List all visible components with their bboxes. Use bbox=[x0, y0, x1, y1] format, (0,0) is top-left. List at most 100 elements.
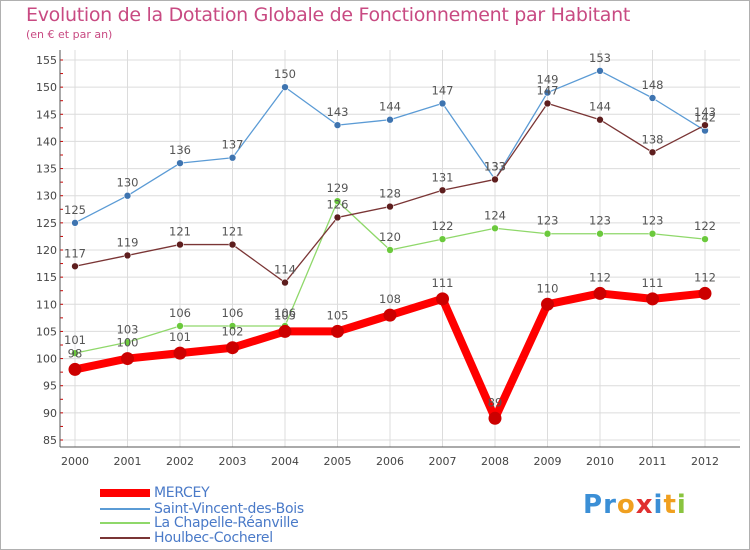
logo-letter: r bbox=[603, 490, 617, 520]
data-label-saint-vincent-des-bois: 144 bbox=[379, 100, 401, 114]
logo-letter: i bbox=[676, 490, 687, 520]
logo-letter: i bbox=[653, 490, 664, 520]
data-point-houlbec-cocherel bbox=[228, 240, 237, 249]
data-label-houlbec-cocherel: 121 bbox=[169, 225, 191, 239]
x-tick-label: 2000 bbox=[61, 455, 89, 468]
x-tick-label: 2009 bbox=[534, 455, 562, 468]
data-point-houlbec-cocherel bbox=[281, 278, 289, 287]
data-label-houlbec-cocherel: 138 bbox=[642, 132, 664, 146]
data-label-la-chapelle-r-anville: 123 bbox=[589, 214, 611, 228]
data-label-la-chapelle-r-anville: 123 bbox=[642, 214, 664, 228]
data-point-mercey bbox=[68, 362, 82, 376]
x-tick-label: 2011 bbox=[639, 455, 667, 468]
data-point-la-chapelle-r-anville bbox=[491, 224, 499, 233]
y-tick-label: 110 bbox=[36, 298, 57, 311]
y-tick-label: 140 bbox=[36, 135, 57, 148]
data-point-mercey bbox=[121, 352, 134, 366]
data-point-saint-vincent-des-bois bbox=[281, 83, 289, 91]
data-point-mercey bbox=[698, 286, 712, 300]
data-point-houlbec-cocherel bbox=[386, 202, 394, 211]
data-label-saint-vincent-des-bois: 142 bbox=[694, 111, 716, 125]
data-label-mercey: 102 bbox=[222, 325, 244, 339]
data-point-saint-vincent-des-bois bbox=[176, 159, 184, 167]
data-point-saint-vincent-des-bois bbox=[228, 153, 237, 162]
data-point-la-chapelle-r-anville bbox=[71, 349, 79, 357]
data-label-houlbec-cocherel: 114 bbox=[274, 263, 296, 277]
data-label-houlbec-cocherel: 144 bbox=[589, 100, 611, 114]
axis-layer: 85 90 95 100 105 110 115 120 125 130 135 140 145 150 1… bbox=[36, 50, 740, 468]
y-tick-label: 100 bbox=[36, 353, 57, 366]
chart-title: Evolution de la Dotation Globale de Fonc… bbox=[26, 4, 631, 26]
data-label-houlbec-cocherel: 133 bbox=[484, 159, 506, 173]
y-tick-label: 95 bbox=[43, 380, 57, 393]
x-tick-label: 2005 bbox=[324, 455, 352, 468]
data-label-mercey: 105 bbox=[327, 308, 349, 322]
proxiti-logo: Proxiti bbox=[583, 490, 687, 520]
legend-label-houlbec: Houlbec-Cocherel bbox=[154, 530, 273, 546]
legend-swatch-saint-vincent bbox=[100, 508, 150, 510]
data-label-mercey: 112 bbox=[589, 270, 611, 284]
data-label-mercey: 100 bbox=[117, 336, 139, 350]
data-label-la-chapelle-r-anville: 124 bbox=[484, 208, 506, 222]
data-point-la-chapelle-r-anville bbox=[596, 229, 604, 238]
series-layer bbox=[68, 67, 712, 425]
data-point-mercey bbox=[173, 346, 187, 360]
data-label-houlbec-cocherel: 126 bbox=[327, 197, 349, 211]
data-label-mercey: 110 bbox=[537, 281, 559, 295]
data-label-houlbec-cocherel: 147 bbox=[537, 83, 559, 97]
data-label-houlbec-cocherel: 143 bbox=[694, 105, 716, 119]
data-point-mercey bbox=[226, 341, 239, 355]
logo-letter: P bbox=[583, 490, 604, 520]
legend-item-houlbec: Houlbec-Cocherel bbox=[100, 530, 273, 546]
logo-letter: x bbox=[635, 490, 654, 520]
data-point-mercey bbox=[541, 297, 554, 311]
legend-item-la-chapelle: La Chapelle-Réanville bbox=[100, 515, 299, 531]
legend-item-mercey: MERCEY bbox=[100, 485, 210, 501]
data-point-la-chapelle-r-anville bbox=[438, 235, 447, 243]
data-point-houlbec-cocherel bbox=[543, 99, 552, 108]
y-tick-label: 155 bbox=[36, 54, 57, 67]
data-point-houlbec-cocherel bbox=[438, 186, 447, 195]
data-point-houlbec-cocherel bbox=[71, 262, 79, 271]
y-tick-label: 115 bbox=[36, 271, 57, 284]
data-label-mercey: 112 bbox=[694, 270, 716, 284]
y-tick-label: 145 bbox=[36, 108, 57, 121]
data-point-mercey bbox=[331, 324, 344, 338]
x-tick-label: 2012 bbox=[691, 455, 719, 468]
data-point-la-chapelle-r-anville bbox=[386, 246, 394, 254]
x-tick-label: 2001 bbox=[114, 455, 142, 468]
x-tick-label: 2003 bbox=[219, 455, 247, 468]
data-label-la-chapelle-r-anville: 120 bbox=[379, 230, 401, 244]
data-label-mercey: 111 bbox=[642, 276, 664, 290]
legend-label-saint-vincent: Saint-Vincent-des-Bois bbox=[154, 501, 304, 517]
data-point-houlbec-cocherel bbox=[491, 175, 499, 184]
data-label-saint-vincent-des-bois: 153 bbox=[589, 51, 611, 65]
data-label-mercey: 108 bbox=[379, 292, 401, 306]
data-point-la-chapelle-r-anville bbox=[123, 338, 132, 347]
data-label-houlbec-cocherel: 121 bbox=[222, 225, 244, 239]
data-label-saint-vincent-des-bois: 130 bbox=[117, 176, 139, 190]
data-point-saint-vincent-des-bois bbox=[596, 67, 604, 75]
data-point-houlbec-cocherel bbox=[701, 121, 709, 129]
data-point-houlbec-cocherel bbox=[648, 148, 657, 157]
data-label-la-chapelle-r-anville: 106 bbox=[222, 306, 244, 320]
data-label-la-chapelle-r-anville: 123 bbox=[537, 214, 559, 228]
data-label-la-chapelle-r-anville: 106 bbox=[169, 306, 191, 320]
data-label-saint-vincent-des-bois: 143 bbox=[327, 105, 349, 119]
data-label-houlbec-cocherel: 119 bbox=[117, 235, 139, 249]
y-tick-label: 130 bbox=[36, 190, 57, 203]
data-point-la-chapelle-r-anville bbox=[228, 322, 237, 330]
data-point-mercey bbox=[488, 411, 502, 425]
x-tick-label: 2002 bbox=[166, 455, 194, 468]
data-label-la-chapelle-r-anville: 129 bbox=[327, 181, 349, 195]
legend-swatch-mercey bbox=[100, 489, 150, 497]
data-point-la-chapelle-r-anville bbox=[543, 229, 552, 238]
data-label-saint-vincent-des-bois: 133 bbox=[484, 159, 506, 173]
data-point-saint-vincent-des-bois bbox=[123, 191, 132, 200]
data-point-mercey bbox=[383, 308, 397, 322]
legend-swatch-la-chapelle bbox=[100, 522, 150, 524]
data-label-mercey: 98 bbox=[68, 346, 83, 360]
